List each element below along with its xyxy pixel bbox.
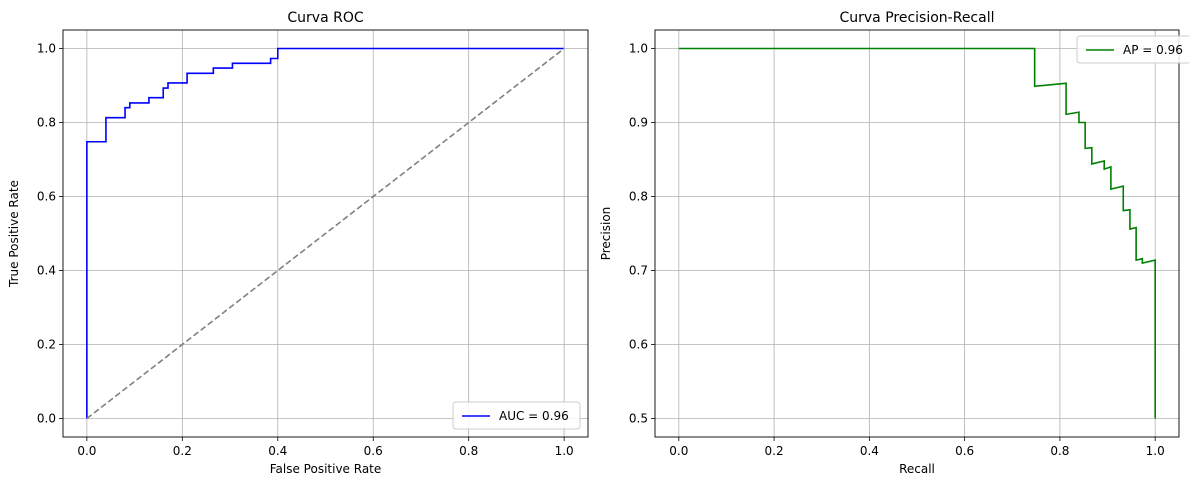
x-tick-label: 1.0 [555, 444, 574, 458]
y-tick-label: 0.2 [37, 338, 56, 352]
x-tick-label: 0.8 [1050, 444, 1069, 458]
x-tick-label: 0.2 [765, 444, 784, 458]
x-tick-label: 0.4 [860, 444, 879, 458]
x-axis-label: False Positive Rate [270, 462, 382, 476]
y-tick-label: 0.8 [629, 190, 648, 204]
y-tick-label: 0.6 [37, 190, 56, 204]
y-axis-label: Precision [599, 207, 613, 261]
y-tick-label: 1.0 [37, 42, 56, 56]
y-tick-label: 0.8 [37, 116, 56, 130]
legend-label: AUC = 0.96 [499, 409, 569, 423]
y-axis-label: True Positive Rate [7, 180, 21, 288]
y-tick-label: 1.0 [629, 42, 648, 56]
legend-label: AP = 0.96 [1123, 43, 1183, 57]
x-tick-label: 0.6 [364, 444, 383, 458]
y-tick-label: 0.9 [629, 116, 648, 130]
x-tick-label: 0.6 [955, 444, 974, 458]
chart-title: Curva Precision-Recall [839, 10, 994, 26]
y-tick-label: 0.4 [37, 264, 56, 278]
x-tick-label: 1.0 [1146, 444, 1165, 458]
axes-frame [62, 29, 589, 438]
chart-title: Curva ROC [287, 10, 363, 26]
x-tick-label: 0.0 [77, 444, 96, 458]
x-tick-label: 0.2 [173, 444, 192, 458]
legend-box [452, 401, 581, 430]
x-axis-label: Recall [899, 462, 935, 476]
x-tick-label: 0.0 [669, 444, 688, 458]
roc-chart: 0.0 0.2 0.4 0.6 0.8 1.0 0.0 0.2 0.4 0.6 0.8 1.0 Curv… [7, 10, 589, 476]
y-tick-label: 0.5 [629, 412, 648, 426]
axes-frame [654, 29, 1180, 438]
precision-recall-chart: 0.0 0.2 0.4 0.6 0.8 1.0 0.5 0.6 0.7 0.8 0.9 1.0 Curv… [599, 10, 1189, 476]
series-line [86, 47, 565, 419]
x-tick-label: 0.4 [268, 444, 287, 458]
x-tick-label: 0.8 [459, 444, 478, 458]
y-tick-label: 0.0 [37, 412, 56, 426]
y-tick-label: 0.6 [629, 338, 648, 352]
baseline-line [86, 47, 565, 420]
series-line [678, 47, 1156, 419]
legend-box [1076, 35, 1189, 64]
y-tick-label: 0.7 [629, 264, 648, 278]
